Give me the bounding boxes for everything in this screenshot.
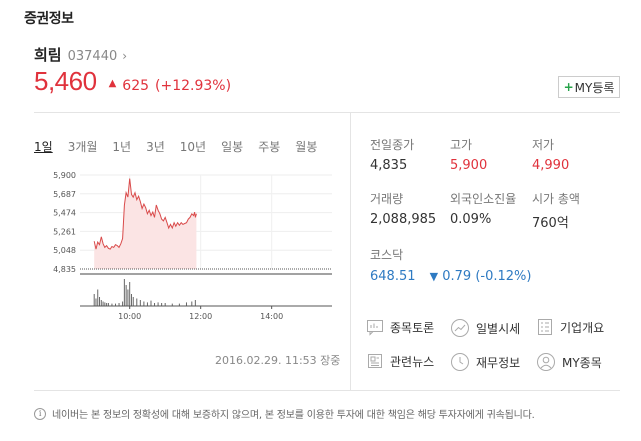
trade-volume: 거래량 2,088,985	[370, 190, 460, 227]
person-icon	[537, 353, 555, 371]
x-tick-label: 10:00	[118, 312, 141, 321]
vertical-divider	[350, 112, 351, 390]
info-icon: i	[34, 407, 46, 420]
tab-1y[interactable]: 1년	[112, 140, 132, 154]
prev-close: 전일종가 4,835	[370, 136, 460, 173]
high-label: 고가	[450, 138, 473, 152]
prev-close-label: 전일종가	[370, 138, 415, 152]
clock-icon	[451, 353, 469, 371]
prev-close-value: 4,835	[370, 158, 408, 173]
y-tick-label: 5,687	[53, 190, 76, 199]
kosdaq-value: 648.51	[370, 269, 416, 284]
link-related-news[interactable]: 관련뉴스	[366, 352, 434, 370]
kosdaq-label: 코스닥	[370, 248, 404, 262]
foreign-ratio: 외국인소진율 0.09%	[450, 190, 540, 227]
tab-monthly[interactable]: 월봉	[295, 140, 318, 154]
market-cap: 시가 총액 760억	[532, 190, 622, 231]
high-price: 고가 5,900	[450, 136, 540, 173]
tab-3y[interactable]: 3년	[146, 140, 165, 154]
foreign-ratio-value: 0.09%	[450, 212, 492, 227]
tab-10y[interactable]: 10년	[179, 140, 207, 154]
foreign-ratio-label: 외국인소진율	[450, 192, 517, 206]
document-icon	[538, 319, 552, 335]
y-tick-label: 5,900	[53, 171, 76, 180]
kosdaq-change-percent: (-0.12%)	[475, 269, 532, 284]
kosdaq-change: 0.79	[442, 269, 472, 284]
high-value: 5,900	[450, 158, 488, 173]
link-my-stocks[interactable]: MY종목	[536, 352, 602, 372]
tab-weekly[interactable]: 주봉	[258, 140, 281, 154]
kosdaq-index: 코스닥 648.51 ▼ 0.79 (-0.12%)	[370, 246, 570, 284]
divider	[34, 390, 620, 391]
price-area	[94, 178, 197, 269]
disclaimer-text: 네이버는 본 정보의 정확성에 대해 보증하지 않으며, 본 정보를 이용한 투…	[52, 410, 535, 421]
stock-name-link[interactable]: 희림 037440 ›	[34, 44, 127, 65]
link-label: 일별시세	[476, 321, 521, 336]
market-cap-label: 시가 총액	[532, 192, 580, 206]
trend-icon	[451, 319, 469, 337]
timestamp: 2016.02.29. 11:53 장중	[215, 354, 341, 367]
price-row: 5,460 ▲ 625 (+12.93%)	[34, 66, 231, 97]
divider	[34, 112, 620, 113]
link-company-overview[interactable]: 기업개요	[536, 318, 604, 336]
volume-value: 2,088,985	[370, 212, 437, 227]
stock-code: 037440	[67, 49, 118, 64]
volume-label: 거래량	[370, 192, 404, 206]
link-label: MY종목	[562, 355, 602, 370]
link-label: 기업개요	[560, 320, 605, 335]
intraday-price-chart[interactable]: 5,900 5,687 5,474 5,261 5,048 4,835 10:00 12:00…	[34, 164, 334, 334]
tab-daily[interactable]: 일봉	[221, 140, 244, 154]
chevron-right-icon[interactable]: ›	[122, 49, 128, 63]
link-label: 재무정보	[476, 355, 521, 370]
plus-icon: +	[563, 80, 574, 94]
price-line	[93, 178, 197, 250]
y-tick-label: 5,261	[53, 227, 76, 236]
low-label: 저가	[532, 138, 555, 152]
section-title: 증권정보	[24, 11, 74, 27]
my-register-label: MY등록	[574, 80, 615, 95]
price-change-percent: (+12.93%)	[155, 78, 232, 94]
my-register-button[interactable]: + MY등록	[558, 76, 620, 98]
link-discussion[interactable]: 종목토론	[366, 318, 434, 336]
disclaimer: i 네이버는 본 정보의 정확성에 대해 보증하지 않으며, 본 정보를 이용한…	[34, 406, 535, 421]
market-cap-value: 760억	[532, 216, 569, 231]
down-triangle-icon: ▼	[429, 270, 439, 283]
x-tick-label: 12:00	[189, 312, 212, 321]
kosdaq-values: 648.51 ▼ 0.79 (-0.12%)	[370, 269, 570, 284]
y-tick-label: 4,835	[53, 265, 76, 274]
tab-1d[interactable]: 1일	[34, 140, 53, 154]
link-daily-price[interactable]: 일별시세	[450, 318, 520, 338]
y-tick-label: 5,474	[53, 209, 76, 218]
current-price: 5,460	[34, 66, 97, 96]
news-icon	[368, 354, 382, 368]
x-tick-label: 14:00	[260, 312, 283, 321]
low-price: 저가 4,990	[532, 136, 622, 173]
link-financial-info[interactable]: 재무정보	[450, 352, 520, 372]
chat-icon	[367, 320, 383, 336]
up-triangle-icon: ▲	[108, 78, 117, 89]
low-value: 4,990	[532, 158, 570, 173]
period-tabs: 1일 3개월 1년 3년 10년 일봉 주봉 월봉	[34, 138, 332, 155]
stock-name[interactable]: 희림	[34, 46, 62, 64]
y-tick-label: 5,048	[53, 246, 76, 255]
tab-3m[interactable]: 3개월	[67, 140, 98, 154]
link-label: 관련뉴스	[390, 354, 435, 369]
link-label: 종목토론	[390, 320, 435, 335]
price-change: 625	[122, 78, 150, 94]
